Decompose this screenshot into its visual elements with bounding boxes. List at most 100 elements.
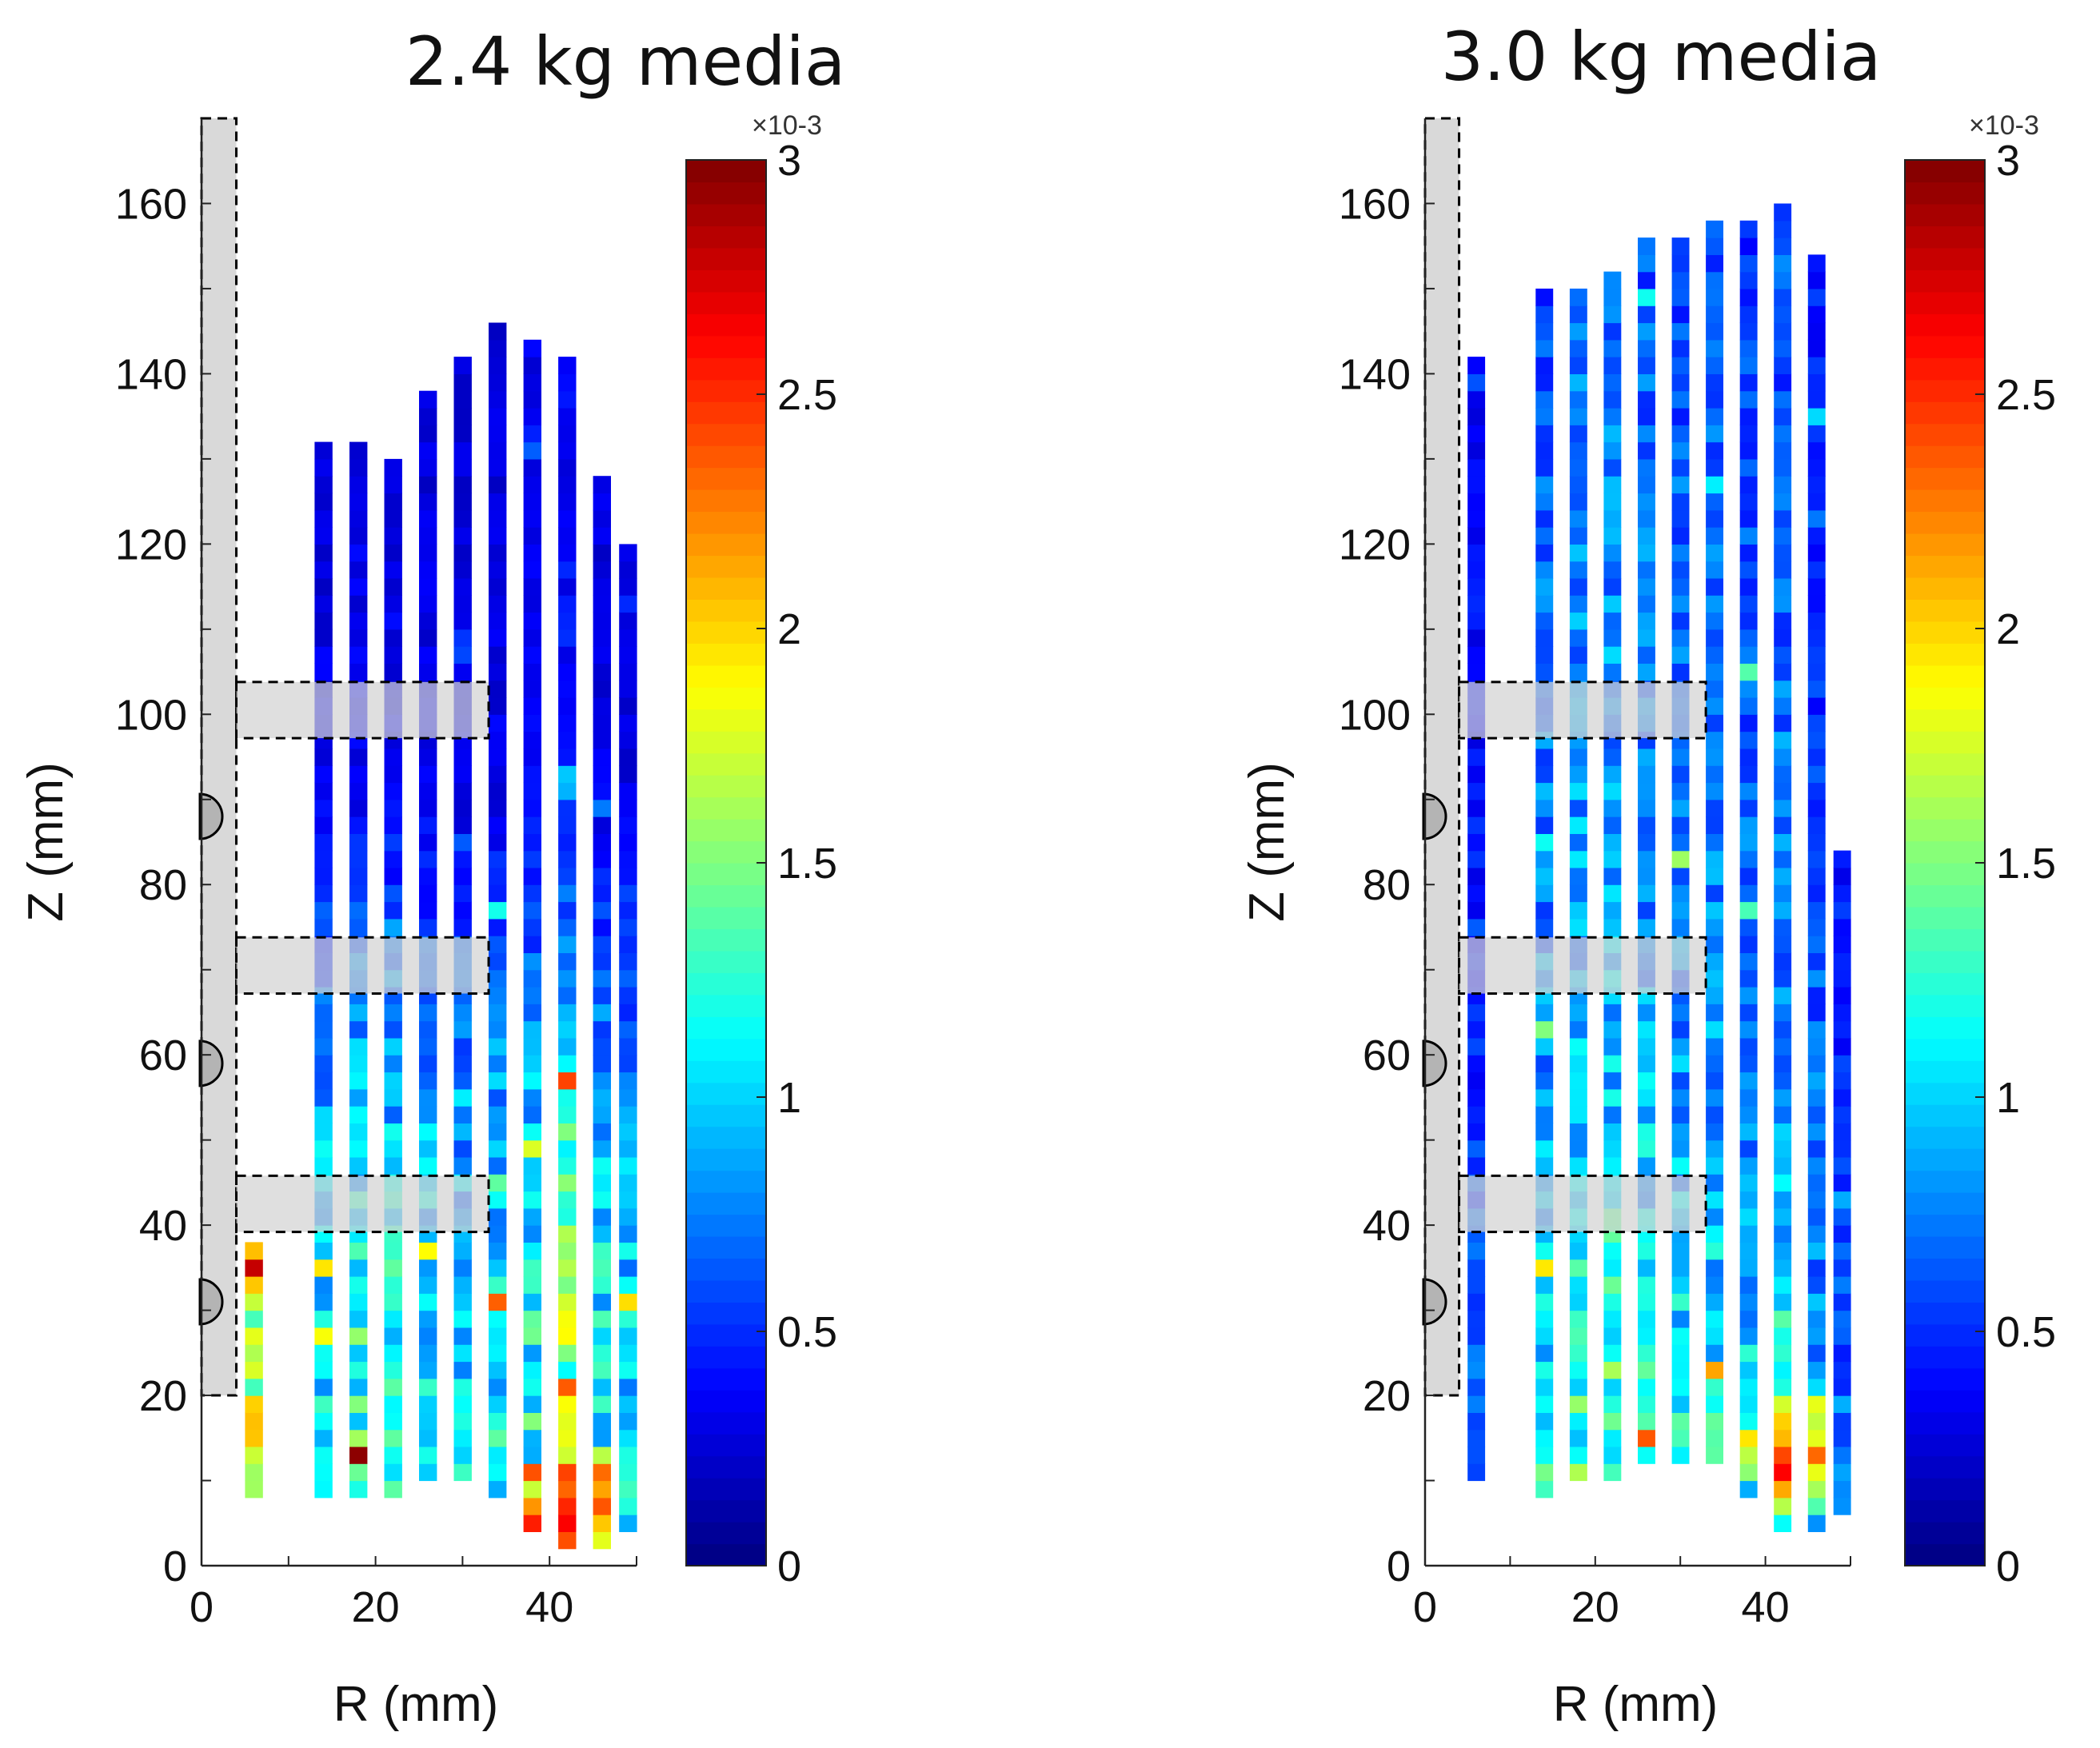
heatmap-cell bbox=[1671, 373, 1690, 392]
heatmap-cell bbox=[523, 782, 541, 800]
heatmap-cell bbox=[1467, 1276, 1486, 1294]
colorbar-segment bbox=[1905, 1323, 1985, 1347]
heatmap-cell bbox=[1535, 918, 1554, 936]
heatmap-cell bbox=[1706, 441, 1723, 460]
heatmap-cell bbox=[558, 765, 577, 784]
heatmap-cell bbox=[1671, 595, 1690, 613]
heatmap-cell bbox=[1569, 1037, 1587, 1056]
heatmap-cell bbox=[1739, 1429, 1758, 1447]
heatmap-cell bbox=[1739, 339, 1758, 357]
heatmap-cell bbox=[419, 748, 437, 766]
heatmap-cell bbox=[489, 1446, 507, 1464]
heatmap-cell bbox=[1774, 1020, 1792, 1039]
heatmap-cell bbox=[619, 1207, 637, 1226]
heatmap-cell bbox=[419, 1378, 437, 1396]
heatmap-cell bbox=[593, 833, 611, 852]
heatmap-cell bbox=[1569, 1055, 1587, 1073]
heatmap-cell bbox=[349, 612, 368, 630]
heatmap-cell bbox=[384, 1123, 402, 1141]
colorbar-segment bbox=[686, 1148, 766, 1171]
heatmap-cell bbox=[1706, 680, 1723, 698]
heatmap-cell bbox=[1535, 390, 1554, 409]
heatmap-cell bbox=[1774, 1480, 1792, 1499]
colorbar-segment bbox=[686, 819, 766, 842]
heatmap-cell bbox=[523, 884, 541, 903]
heatmap-cell bbox=[384, 1429, 402, 1447]
heatmap-cell bbox=[523, 1207, 541, 1226]
heatmap-cell bbox=[1807, 527, 1826, 545]
heatmap-cell bbox=[1603, 493, 1622, 511]
heatmap-cell bbox=[349, 544, 368, 562]
heatmap-cell bbox=[1467, 1327, 1486, 1345]
heatmap-cell bbox=[1739, 1480, 1758, 1499]
colorbar-segment bbox=[1905, 533, 1985, 557]
heatmap-cell bbox=[593, 1344, 611, 1363]
heatmap-cell bbox=[1706, 1225, 1723, 1243]
heatmap-cell bbox=[1774, 1156, 1792, 1175]
heatmap-cell bbox=[1807, 1174, 1826, 1192]
heatmap-cell bbox=[453, 1156, 472, 1175]
heatmap-cell bbox=[1535, 288, 1554, 306]
heatmap-cell bbox=[593, 1020, 611, 1039]
heatmap-cell bbox=[1807, 595, 1826, 613]
heatmap-cell bbox=[1535, 850, 1554, 868]
heatmap-cell bbox=[1603, 612, 1622, 630]
heatmap-cell bbox=[523, 1020, 541, 1039]
heatmap-cell bbox=[1706, 1259, 1723, 1277]
heatmap-cell bbox=[1569, 867, 1587, 885]
heatmap-cell bbox=[1671, 833, 1690, 852]
heatmap-cell bbox=[1535, 476, 1554, 494]
heatmap-cell bbox=[558, 458, 577, 477]
y-tick-label: 20 bbox=[139, 1372, 187, 1420]
heatmap-cell bbox=[593, 884, 611, 903]
y-axis-label: Z (mm) bbox=[1240, 762, 1295, 922]
colorbar-segment bbox=[686, 401, 766, 425]
heatmap-cell bbox=[349, 1139, 368, 1158]
heatmap-cell bbox=[1671, 1106, 1690, 1123]
colorbar-segment bbox=[1905, 357, 1985, 381]
heatmap-cell bbox=[523, 901, 541, 920]
heatmap-cell bbox=[1603, 408, 1622, 425]
heatmap-cell bbox=[523, 595, 541, 613]
heatmap-cell bbox=[558, 612, 577, 630]
heatmap-cell bbox=[1535, 322, 1554, 341]
heatmap-cell bbox=[1638, 1276, 1655, 1294]
heatmap-cell bbox=[523, 969, 541, 988]
heatmap-cell bbox=[489, 1139, 507, 1158]
heatmap-cell bbox=[1535, 1446, 1554, 1464]
heatmap-cell bbox=[1603, 1361, 1622, 1379]
heatmap-cell bbox=[314, 1327, 333, 1345]
heatmap-cell bbox=[558, 987, 577, 1004]
heatmap-cell bbox=[558, 1480, 577, 1499]
heatmap-cell bbox=[1569, 799, 1587, 817]
heatmap-cell bbox=[349, 1276, 368, 1294]
heatmap-cell bbox=[1739, 373, 1758, 392]
heatmap-cell bbox=[523, 1004, 541, 1022]
heatmap-cell bbox=[1467, 663, 1486, 681]
heatmap-cell bbox=[593, 952, 611, 971]
heatmap-cell bbox=[1569, 1004, 1587, 1022]
heatmap-cell bbox=[489, 799, 507, 817]
heatmap-cell bbox=[453, 595, 472, 613]
heatmap-cell bbox=[1774, 493, 1792, 511]
heatmap-cell bbox=[349, 1259, 368, 1277]
heatmap-cell bbox=[1638, 390, 1655, 409]
heatmap-cell bbox=[1739, 936, 1758, 953]
heatmap-cell bbox=[1535, 1088, 1554, 1107]
heatmap-cell bbox=[593, 509, 611, 528]
heatmap-cell bbox=[523, 1378, 541, 1396]
heatmap-cell bbox=[1774, 952, 1792, 971]
heatmap-cell bbox=[1807, 339, 1826, 357]
colorbar-segment bbox=[686, 1302, 766, 1325]
heatmap-cell bbox=[1739, 1446, 1758, 1464]
impeller-internals bbox=[198, 117, 490, 1397]
heatmap-cell bbox=[619, 1361, 637, 1379]
heatmap-cell bbox=[489, 1088, 507, 1107]
heatmap-cell bbox=[245, 1378, 263, 1396]
heatmap-cell bbox=[1467, 425, 1486, 443]
heatmap-cell bbox=[593, 1191, 611, 1209]
heatmap-cell bbox=[593, 629, 611, 647]
colorbar-segment bbox=[1905, 840, 1985, 864]
heatmap-cell bbox=[314, 544, 333, 562]
heatmap-cell bbox=[349, 646, 368, 664]
